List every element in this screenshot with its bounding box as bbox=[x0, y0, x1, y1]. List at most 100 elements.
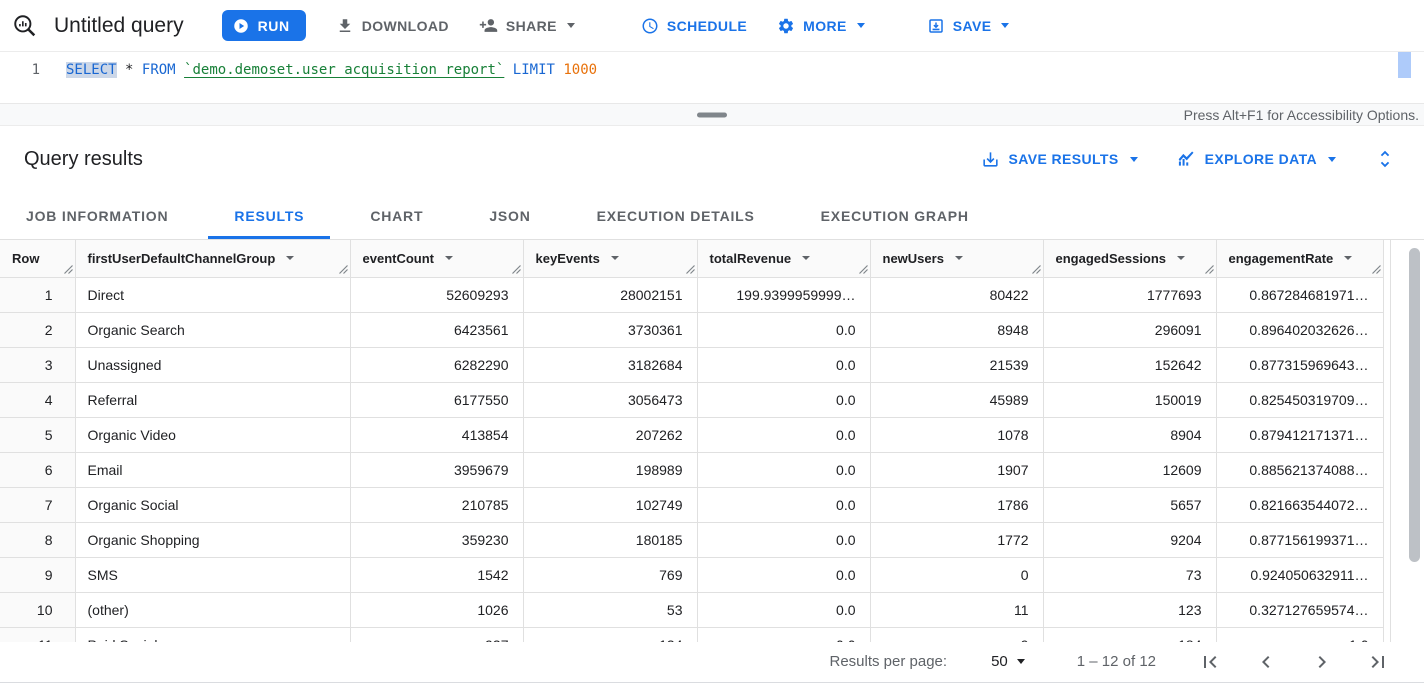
data-cell: 0.0 bbox=[697, 627, 871, 642]
column-resize-grip[interactable] bbox=[858, 264, 868, 274]
data-cell: Email bbox=[75, 452, 351, 488]
column-header-firstUserDefaultChannelGroup[interactable]: firstUserDefaultChannelGroup bbox=[75, 240, 351, 278]
data-cell: 6177550 bbox=[350, 382, 524, 418]
results-tabs: JOB INFORMATION RESULTS CHART JSON EXECU… bbox=[0, 192, 1424, 240]
data-cell: Organic Search bbox=[75, 312, 351, 348]
line-number: 1 bbox=[31, 62, 40, 78]
first-page-icon bbox=[1204, 655, 1217, 668]
row-number-cell: 3 bbox=[0, 347, 76, 383]
row-number-cell: 1 bbox=[0, 277, 76, 313]
save-results-button[interactable]: SAVE RESULTS bbox=[981, 150, 1138, 169]
data-cell: 0.825450319709… bbox=[1216, 382, 1384, 418]
last-page-button[interactable] bbox=[1366, 650, 1390, 674]
column-resize-grip[interactable] bbox=[1031, 264, 1041, 274]
column-menu-icon[interactable] bbox=[444, 253, 454, 263]
save-button[interactable]: SAVE bbox=[927, 17, 1010, 35]
data-cell: 8904 bbox=[1043, 417, 1217, 453]
column-menu-icon[interactable] bbox=[285, 253, 295, 263]
data-cell: 11 bbox=[870, 592, 1044, 628]
share-button[interactable]: SHARE bbox=[479, 16, 575, 35]
table-row: 9 SMS 1542 769 0.0 0 73 0.924050632911… bbox=[0, 557, 1384, 593]
column-resize-grip[interactable] bbox=[685, 264, 695, 274]
previous-page-button[interactable] bbox=[1254, 650, 1278, 674]
data-cell: 52609293 bbox=[350, 277, 524, 313]
table-row: 8 Organic Shopping 359230 180185 0.0 1772 9204… bbox=[0, 522, 1384, 558]
table-scroll-gutter bbox=[1390, 240, 1391, 642]
tab-job-information[interactable]: JOB INFORMATION bbox=[26, 207, 169, 224]
query-editor-toolbar: Untitled query RUN DOWNLOAD SHARE SCHEDU… bbox=[0, 0, 1424, 52]
data-cell: 1026 bbox=[350, 592, 524, 628]
accessibility-hint: Press Alt+F1 for Accessibility Options. bbox=[1183, 106, 1419, 123]
data-cell: 1777693 bbox=[1043, 277, 1217, 313]
data-cell: 937 bbox=[350, 627, 524, 642]
data-cell: Organic Video bbox=[75, 417, 351, 453]
data-cell: 0.327127659574… bbox=[1216, 592, 1384, 628]
page-size-select[interactable]: 50 bbox=[991, 653, 1025, 670]
next-page-button[interactable] bbox=[1310, 650, 1334, 674]
data-cell: 45989 bbox=[870, 382, 1044, 418]
editor-scrollbar-thumb[interactable] bbox=[1398, 52, 1411, 78]
download-icon bbox=[339, 18, 350, 32]
column-menu-icon[interactable] bbox=[610, 253, 620, 263]
column-header-eventCount[interactable]: eventCount bbox=[350, 240, 524, 278]
column-menu-icon[interactable] bbox=[954, 253, 964, 263]
sql-table-link[interactable]: `demo.demoset.user_acquisition_report` bbox=[184, 62, 505, 78]
download-button[interactable]: DOWNLOAD bbox=[336, 17, 449, 35]
data-cell: 296091 bbox=[1043, 312, 1217, 348]
data-cell: 0.0 bbox=[697, 382, 871, 418]
tab-execution-graph[interactable]: EXECUTION GRAPH bbox=[820, 207, 969, 224]
data-cell: 0.879412171371… bbox=[1216, 417, 1384, 453]
results-title: Query results bbox=[24, 147, 143, 170]
data-cell: 1542 bbox=[350, 557, 524, 593]
column-menu-icon[interactable] bbox=[1343, 253, 1353, 263]
data-cell: 0.0 bbox=[697, 557, 871, 593]
sql-keyword-limit: LIMIT bbox=[512, 62, 555, 78]
chevron-down-icon bbox=[856, 23, 865, 28]
tab-chart[interactable]: CHART bbox=[370, 207, 424, 224]
collapse-results-button[interactable] bbox=[1374, 148, 1396, 170]
tab-json[interactable]: JSON bbox=[489, 207, 531, 224]
column-header-Row[interactable]: Row bbox=[0, 240, 76, 278]
data-cell: 1078 bbox=[870, 417, 1044, 453]
tab-results[interactable]: RESULTS bbox=[208, 192, 331, 239]
data-cell: 210785 bbox=[350, 487, 524, 523]
column-header-newUsers[interactable]: newUsers bbox=[870, 240, 1044, 278]
schedule-button[interactable]: SCHEDULE bbox=[641, 17, 747, 35]
data-cell: 1786 bbox=[870, 487, 1044, 523]
tab-execution-details[interactable]: EXECUTION DETAILS bbox=[596, 207, 755, 224]
data-cell: 0.0 bbox=[697, 417, 871, 453]
data-cell: 0 bbox=[870, 557, 1044, 593]
data-cell: 207262 bbox=[523, 417, 698, 453]
column-menu-icon[interactable] bbox=[1176, 253, 1186, 263]
column-resize-grip[interactable] bbox=[1371, 264, 1381, 274]
explore-chart-icon bbox=[1178, 151, 1194, 166]
column-header-engagedSessions[interactable]: engagedSessions bbox=[1043, 240, 1217, 278]
column-resize-grip[interactable] bbox=[63, 264, 73, 274]
sql-editor[interactable]: 1 SELECT * FROM `demo.demoset.user_acqui… bbox=[0, 52, 1424, 103]
column-menu-icon[interactable] bbox=[801, 253, 811, 263]
column-resize-grip[interactable] bbox=[511, 264, 521, 274]
column-resize-grip[interactable] bbox=[1204, 264, 1214, 274]
sql-keyword-from: FROM bbox=[141, 62, 176, 78]
first-page-button[interactable] bbox=[1198, 650, 1222, 674]
column-header-engagementRate[interactable]: engagementRate bbox=[1216, 240, 1384, 278]
data-cell: 9204 bbox=[1043, 522, 1217, 558]
data-cell: 12609 bbox=[1043, 452, 1217, 488]
row-number-cell: 4 bbox=[0, 382, 76, 418]
chevron-down-icon bbox=[1001, 23, 1010, 28]
sql-code-line[interactable]: SELECT * FROM `demo.demoset.user_acquisi… bbox=[66, 62, 598, 78]
more-button[interactable]: MORE bbox=[777, 17, 865, 35]
explore-data-button[interactable]: EXPLORE DATA bbox=[1176, 149, 1336, 169]
column-resize-grip[interactable] bbox=[338, 264, 348, 274]
chevron-down-icon bbox=[566, 23, 575, 28]
column-header-keyEvents[interactable]: keyEvents bbox=[523, 240, 698, 278]
row-number-cell: 8 bbox=[0, 522, 76, 558]
data-cell: Organic Shopping bbox=[75, 522, 351, 558]
data-cell: 3056473 bbox=[523, 382, 698, 418]
data-cell: 769 bbox=[523, 557, 698, 593]
gear-icon bbox=[779, 18, 794, 33]
results-scrollbar-thumb[interactable] bbox=[1409, 248, 1420, 562]
splitter-drag-handle[interactable] bbox=[697, 112, 727, 117]
run-button[interactable]: RUN bbox=[221, 10, 306, 41]
column-header-totalRevenue[interactable]: totalRevenue bbox=[697, 240, 871, 278]
